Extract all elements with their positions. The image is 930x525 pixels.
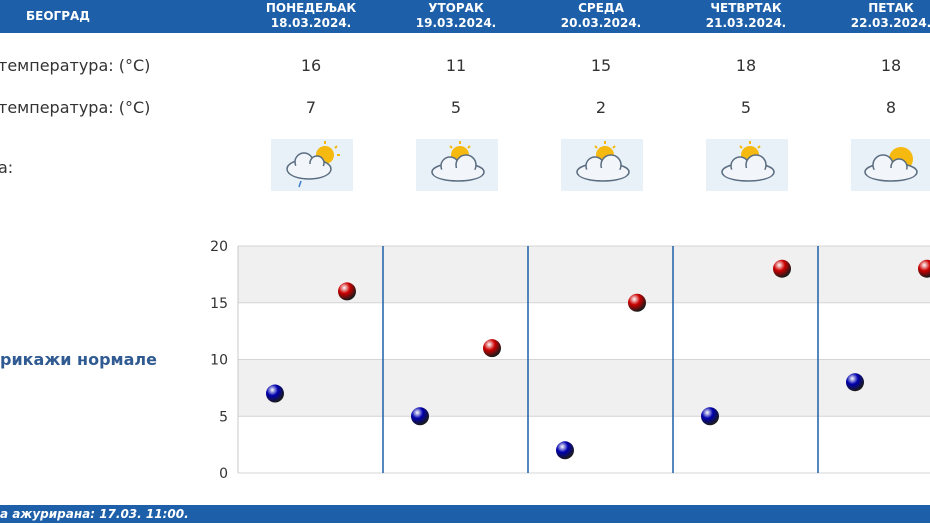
max-temp-point <box>918 259 930 278</box>
max-temp-value: 11 <box>445 56 467 75</box>
day-header: УТОРАК 19.03.2024. <box>391 1 521 31</box>
day-header: СРЕДА 20.03.2024. <box>536 1 666 31</box>
day-name: ПОНЕДЕЉАК <box>265 1 357 15</box>
y-tick-label: 20 <box>210 239 228 255</box>
cloud-sun-icon <box>706 139 788 191</box>
day-name: УТОРАК <box>428 1 484 15</box>
day-date: 19.03.2024. <box>415 16 497 30</box>
grid-band <box>238 302 930 360</box>
max-temp-label: температура: (°C) <box>0 56 151 75</box>
max-temp-value: 18 <box>735 56 757 75</box>
y-tick-label: 0 <box>219 466 228 482</box>
max-temp-point <box>483 339 501 358</box>
grid-band <box>238 359 930 417</box>
min-temp-label: температура: (°C) <box>0 98 151 117</box>
cloud-sun-icon <box>561 139 643 191</box>
forecast-header: БЕОГРАД ПОНЕДЕЉАК 18.03.2024. УТОРАК 19.… <box>0 0 930 33</box>
day-header: ЧЕТВРТАК 21.03.2024. <box>681 1 811 31</box>
y-tick-label: 15 <box>210 296 228 312</box>
day-name: ЧЕТВРТАК <box>710 1 782 15</box>
min-temp-value: 8 <box>885 98 897 117</box>
day-name: СРЕДА <box>578 1 624 15</box>
max-temp-point <box>628 293 646 312</box>
max-temp-point <box>338 282 356 301</box>
update-footer: а ажурирана: 17.03. 11:00. <box>0 505 930 523</box>
min-temp-value: 5 <box>740 98 752 117</box>
temperature-chart: 0 5 10 15 20 <box>210 239 930 482</box>
day-header: ПЕТАК 22.03.2024. <box>826 1 930 31</box>
min-temp-value: 5 <box>450 98 462 117</box>
min-temp-point <box>556 441 574 460</box>
min-temp-value: 2 <box>595 98 607 117</box>
cloud-sun-icon <box>416 139 498 191</box>
day-date: 21.03.2024. <box>705 16 787 30</box>
max-temp-value: 16 <box>300 56 322 75</box>
day-name: ПЕТАК <box>868 1 914 15</box>
max-temp-point <box>773 259 791 278</box>
max-temp-value: 18 <box>880 56 902 75</box>
y-tick-label: 10 <box>210 353 228 369</box>
min-temp-value: 7 <box>305 98 317 117</box>
cloud-sun-rain-icon <box>271 139 353 191</box>
y-tick-label: 5 <box>219 409 228 425</box>
weather-label: а: <box>0 158 14 177</box>
min-temp-point <box>411 407 429 426</box>
city-name: БЕОГРАД <box>26 9 90 23</box>
grid-band <box>238 416 930 473</box>
min-temp-point <box>266 384 284 403</box>
cloud-sun-icon <box>851 139 930 191</box>
min-temp-point <box>846 373 864 392</box>
update-text: а ажурирана: 17.03. 11:00. <box>0 507 189 521</box>
max-temp-value: 15 <box>590 56 612 75</box>
day-date: 18.03.2024. <box>270 16 352 30</box>
show-normals-link[interactable]: рикажи нормале <box>0 350 157 369</box>
min-temp-point <box>701 407 719 426</box>
day-header: ПОНЕДЕЉАК 18.03.2024. <box>246 1 376 31</box>
day-date: 20.03.2024. <box>560 16 642 30</box>
day-date: 22.03.2024. <box>850 16 930 30</box>
